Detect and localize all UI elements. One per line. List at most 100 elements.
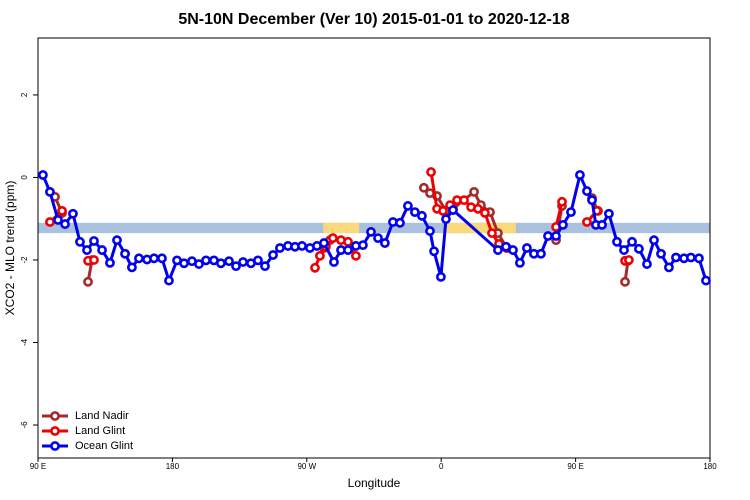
data-point xyxy=(127,262,137,273)
data-point xyxy=(417,210,427,221)
data-point xyxy=(329,257,339,267)
data-point xyxy=(68,208,78,219)
data-point xyxy=(373,233,383,243)
data-point xyxy=(38,170,48,180)
data-point xyxy=(426,167,436,177)
data-point xyxy=(164,275,174,286)
data-point xyxy=(358,240,368,251)
data-point xyxy=(82,245,92,255)
data-point xyxy=(260,261,270,272)
data-point xyxy=(224,256,234,267)
data-point xyxy=(436,271,446,282)
data-point xyxy=(624,255,634,265)
data-point xyxy=(410,207,420,218)
data-point xyxy=(319,238,329,248)
data-point xyxy=(149,253,159,264)
data-point xyxy=(582,217,592,227)
data-point xyxy=(112,235,122,246)
x-tick-label: 180 xyxy=(703,462,717,471)
data-point xyxy=(627,236,637,247)
legend-marker xyxy=(50,426,60,436)
data-point xyxy=(275,243,285,253)
plot-frame xyxy=(37,37,711,459)
data-point xyxy=(612,236,622,247)
data-point xyxy=(343,236,353,247)
data-point xyxy=(566,207,576,218)
data-point xyxy=(493,245,503,255)
data-point xyxy=(425,226,435,236)
data-point xyxy=(134,253,144,264)
data-point xyxy=(60,219,70,229)
data-point xyxy=(310,262,320,273)
data-point xyxy=(97,245,107,255)
x-tick-label: 90 E xyxy=(567,462,583,471)
data-point xyxy=(216,258,226,269)
data-point xyxy=(89,236,99,246)
y-tick-label: -2 xyxy=(20,256,29,264)
data-point xyxy=(480,208,490,218)
data-point xyxy=(597,219,607,230)
data-point xyxy=(671,252,681,263)
data-point xyxy=(45,217,55,227)
data-point xyxy=(105,257,115,268)
reference-band xyxy=(38,222,710,234)
data-point xyxy=(649,235,659,246)
data-point xyxy=(664,262,674,273)
data-point xyxy=(634,243,644,254)
data-point xyxy=(366,227,376,237)
data-point xyxy=(619,245,629,255)
data-point xyxy=(508,245,518,255)
data-point xyxy=(201,255,211,266)
data-point xyxy=(380,238,390,248)
y-tick-label: 0 xyxy=(20,175,29,180)
legend-marker xyxy=(50,411,60,421)
data-point xyxy=(53,215,63,225)
data-point xyxy=(402,201,413,211)
data-point xyxy=(587,195,597,206)
y-axis-label: XCO2 - MLO trend (ppm) xyxy=(3,181,17,316)
data-point xyxy=(315,250,325,261)
data-point xyxy=(557,196,567,207)
data-point xyxy=(582,186,592,196)
data-point xyxy=(604,208,614,219)
data-point xyxy=(297,241,307,251)
data-point xyxy=(194,259,204,269)
x-axis-label: Longitude xyxy=(348,476,401,490)
data-point xyxy=(469,186,479,197)
y-tick-label: -6 xyxy=(20,421,29,429)
data-point xyxy=(268,250,278,260)
data-point xyxy=(179,258,189,269)
data-point xyxy=(543,231,553,241)
x-tick-label: 0 xyxy=(439,462,444,471)
data-point xyxy=(328,233,338,243)
data-point xyxy=(395,217,405,228)
chart-title: 5N-10N December (Ver 10) 2015-01-01 to 2… xyxy=(178,11,569,28)
data-point xyxy=(642,259,652,269)
data-point xyxy=(473,203,483,214)
data-point xyxy=(551,231,561,241)
data-point xyxy=(701,275,711,286)
highlight-span xyxy=(323,222,360,234)
data-point xyxy=(120,248,130,259)
data-point xyxy=(448,205,458,215)
data-point xyxy=(45,186,55,197)
data-point xyxy=(438,205,448,216)
x-tick-label: 90 W xyxy=(297,462,316,471)
data-point xyxy=(487,228,497,239)
data-point xyxy=(429,246,439,257)
y-tick-label: 2 xyxy=(20,92,29,97)
legend-label: Land Nadir xyxy=(75,410,129,422)
legend-marker xyxy=(50,441,60,451)
data-point xyxy=(253,255,263,266)
data-point xyxy=(157,253,167,264)
x-tick-label: 90 E xyxy=(30,462,46,471)
x-tick-label: 180 xyxy=(166,462,180,471)
data-point xyxy=(685,252,696,263)
legend-label: Land Glint xyxy=(75,425,125,437)
data-point xyxy=(656,248,666,259)
data-point xyxy=(441,214,451,225)
data-point xyxy=(238,257,248,267)
legend-label: Ocean Glint xyxy=(75,440,133,452)
data-point xyxy=(343,245,353,255)
